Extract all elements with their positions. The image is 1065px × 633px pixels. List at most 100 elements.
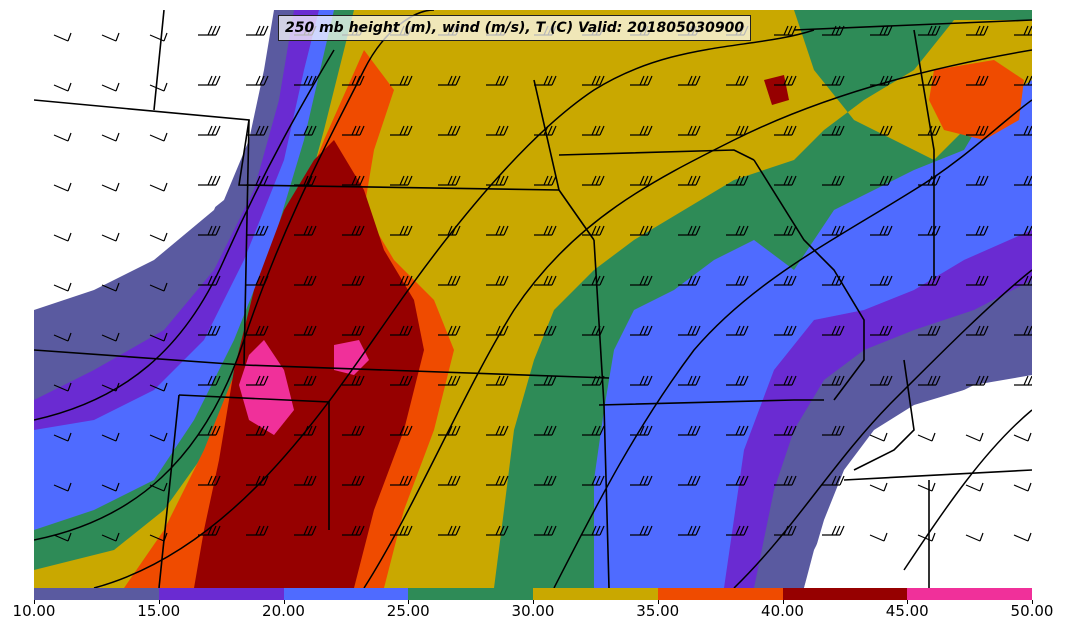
- wind-barb: [822, 225, 845, 236]
- wind-barb: [774, 225, 797, 236]
- colorbar-segment: [533, 588, 658, 600]
- wind-barb: [1014, 75, 1032, 86]
- wind-barb: [1014, 175, 1032, 186]
- contour-45-50-b: [334, 340, 369, 375]
- wind-barb: [582, 425, 605, 436]
- wind-barb: [390, 425, 413, 436]
- wind-barb: [198, 325, 221, 336]
- wind-barb: [342, 425, 365, 436]
- wind-barb: [390, 175, 413, 186]
- wind-barb: [101, 182, 120, 192]
- wind-barb: [678, 75, 701, 86]
- wind-barb: [390, 75, 413, 86]
- wind-barb: [918, 75, 941, 86]
- wind-barb: [53, 382, 72, 392]
- wind-barb: [438, 325, 461, 336]
- wind-barb: [630, 475, 653, 486]
- wind-barb: [198, 175, 221, 186]
- wind-barb: [822, 175, 845, 186]
- wind-barbs: [53, 25, 1032, 542]
- colorbar-tick: [782, 600, 784, 604]
- wind-barb: [438, 375, 461, 386]
- wind-barb: [438, 225, 461, 236]
- wind-barb: [870, 25, 893, 36]
- boundary-line: [913, 29, 935, 280]
- wind-barb: [149, 232, 168, 242]
- colorbar-segment: [657, 588, 783, 600]
- wind-barb: [918, 325, 941, 336]
- wind-barb: [486, 525, 509, 536]
- wind-barb: [294, 375, 317, 386]
- wind-barb: [53, 332, 72, 342]
- wind-barb: [342, 175, 365, 186]
- wind-barb: [101, 82, 120, 92]
- wind-barb: [294, 475, 317, 486]
- boundary-line: [843, 469, 1032, 481]
- wind-barb: [630, 275, 653, 286]
- wind-barb: [438, 425, 461, 436]
- wind-barb: [101, 432, 120, 442]
- wind-barb: [678, 525, 701, 536]
- wind-barb: [534, 425, 557, 436]
- wind-barb: [198, 225, 221, 236]
- wind-barb: [198, 275, 221, 286]
- wind-barb: [630, 375, 653, 386]
- wind-barb: [486, 325, 509, 336]
- colorbar-tick: [34, 600, 35, 604]
- wind-barb: [822, 525, 845, 536]
- wind-barb: [870, 225, 893, 236]
- wind-barb: [630, 525, 653, 536]
- colorbar-tick-label: 15.00: [137, 602, 181, 620]
- wind-barb: [149, 382, 168, 392]
- wind-barb: [246, 75, 269, 86]
- wind-barb: [101, 532, 120, 542]
- wind-barb: [198, 525, 221, 536]
- wind-barb: [486, 225, 509, 236]
- wind-barb: [630, 325, 653, 336]
- wind-barb: [726, 275, 749, 286]
- colorbar-tick: [907, 600, 909, 604]
- wind-barb: [438, 175, 461, 186]
- wind-barb: [918, 175, 941, 186]
- wind-barb: [918, 25, 941, 36]
- wind-barb: [774, 525, 797, 536]
- wind-barb: [822, 75, 845, 86]
- wind-barb: [822, 425, 845, 436]
- wind-barb: [822, 25, 845, 36]
- wind-barb: [198, 125, 221, 136]
- wind-barb: [582, 525, 605, 536]
- wind-barb: [966, 125, 989, 136]
- wind-barb: [822, 375, 845, 386]
- colorbar-tick: [1032, 600, 1033, 604]
- wind-barb: [246, 475, 269, 486]
- wind-barb: [966, 75, 989, 86]
- wind-barb: [342, 475, 365, 486]
- wind-barb: [246, 175, 269, 186]
- wind-barb: [1013, 532, 1032, 542]
- wind-barb: [53, 132, 72, 142]
- contour-35-40-ne: [929, 60, 1024, 140]
- wind-barb: [870, 75, 893, 86]
- wind-barb: [966, 325, 989, 336]
- wind-barb: [294, 225, 317, 236]
- wind-barb: [101, 332, 120, 342]
- wind-barb: [918, 125, 941, 136]
- wind-barb: [534, 125, 557, 136]
- wind-barb: [486, 125, 509, 136]
- wind-barb: [149, 432, 168, 442]
- wind-barb: [53, 532, 72, 542]
- wind-barb: [438, 475, 461, 486]
- wind-barb: [726, 475, 749, 486]
- wind-barb: [678, 375, 701, 386]
- colorbar-tick-label: 45.00: [885, 602, 929, 620]
- wind-barb: [966, 25, 989, 36]
- boundary-line: [598, 399, 824, 406]
- wind-barb: [534, 475, 557, 486]
- colorbar-segment: [408, 588, 533, 600]
- wind-barb: [53, 82, 72, 92]
- map-panel: [34, 10, 1032, 588]
- wind-barb: [726, 425, 749, 436]
- wind-barb: [486, 475, 509, 486]
- wind-barb: [294, 425, 317, 436]
- wind-barb: [678, 425, 701, 436]
